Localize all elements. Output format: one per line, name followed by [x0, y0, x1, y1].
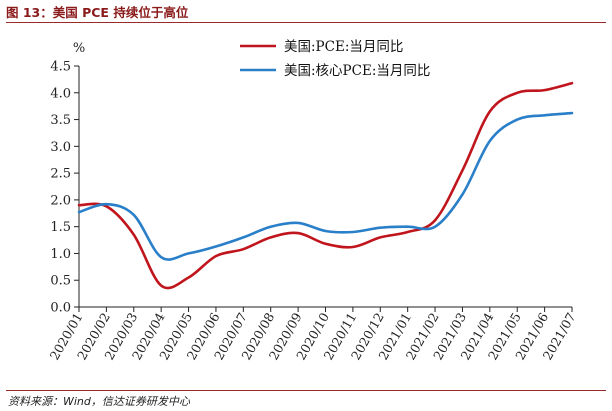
source-rule	[6, 390, 606, 391]
chart-axes: %	[73, 41, 572, 308]
figure-title: 图 13：美国 PCE 持续位于高位	[6, 5, 189, 20]
y-tick-label: 2.5	[50, 167, 71, 182]
y-tick-label: 0.5	[50, 274, 71, 289]
y-tick-label: 3.5	[50, 113, 71, 128]
y-tick-label: 1.5	[50, 220, 71, 235]
title-rule	[6, 22, 606, 23]
y-tick-label: 4.5	[50, 60, 71, 75]
y-tick-label: 2.0	[50, 193, 71, 208]
source-note: 资料来源：Wind，信达证券研发中心	[8, 395, 190, 408]
x-axis-ticks: 2020/012020/022020/032020/042020/052020/…	[47, 307, 579, 362]
series-line-2	[77, 111, 574, 261]
series-line-1	[77, 81, 574, 290]
y-tick-label: 0.0	[50, 301, 71, 316]
y-axis-unit: %	[73, 41, 85, 56]
y-tick-label: 1.0	[50, 247, 71, 262]
legend-label-1: 美国:PCE:当月同比	[284, 39, 403, 55]
y-axis-ticks: 0.0 0.5 1.0 1.5 2.0 2.5 3.0 3.5 4.0 4.5	[50, 60, 79, 316]
y-tick-label: 3.0	[50, 140, 71, 155]
legend-label-2: 美国:核心PCE:当月同比	[284, 63, 430, 79]
y-tick-label: 4.0	[50, 86, 71, 101]
chart-series	[77, 81, 574, 290]
